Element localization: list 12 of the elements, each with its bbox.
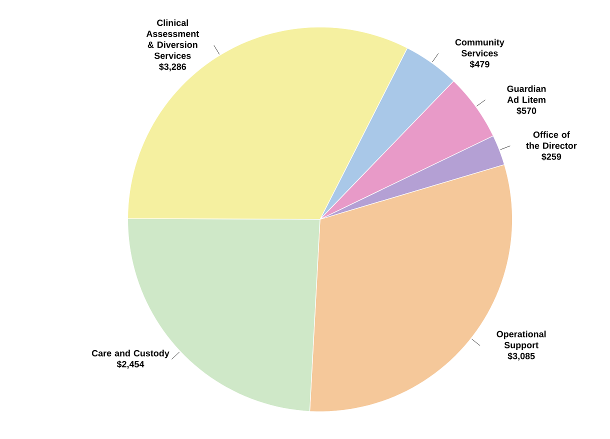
slice-label: Clinical Assessment & Diversion Services	[146, 20, 199, 60]
slice-label: Office of the Director	[526, 131, 577, 150]
data-label: $259	[542, 153, 562, 161]
data-label: $3,085	[508, 352, 535, 361]
slice-label: Care and Custody	[92, 350, 170, 358]
data-label: $3,286	[159, 63, 186, 72]
data-label: $2,454	[116, 360, 144, 369]
slice-label: Operational Support	[496, 330, 546, 350]
slice-label: Community Services	[455, 38, 504, 57]
data-label: $479	[470, 60, 490, 68]
slice-label: Guardian Ad Litem	[507, 86, 546, 104]
data-label: $570	[516, 107, 536, 115]
